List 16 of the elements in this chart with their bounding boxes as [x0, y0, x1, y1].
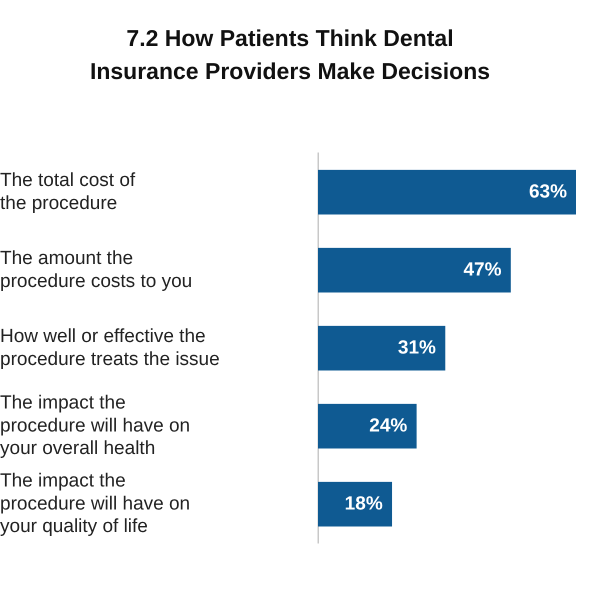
- data-label: 18%: [344, 493, 383, 514]
- y-tick-label: How well or effective the procedure treats the issue: [0, 326, 220, 370]
- chart-title: 7.2 How Patients Think Dental Insurance Providers Make Decisions: [88, 24, 492, 86]
- bar: [318, 248, 511, 293]
- y-tick-label: The total cost of the procedure: [0, 170, 136, 214]
- y-tick-label: The impact the procedure will have on your quality of life: [0, 470, 190, 538]
- bar: [318, 170, 576, 215]
- y-tick-label: The amount the procedure costs to you: [0, 248, 192, 292]
- data-label: 47%: [463, 259, 502, 280]
- y-tick-label: The impact the procedure will have on your overall health: [0, 392, 190, 460]
- bar: [318, 482, 392, 527]
- data-label: 24%: [369, 415, 408, 436]
- data-label: 63%: [528, 181, 568, 202]
- data-label: 31%: [398, 337, 436, 358]
- bar: [318, 404, 417, 449]
- bar: [318, 326, 446, 371]
